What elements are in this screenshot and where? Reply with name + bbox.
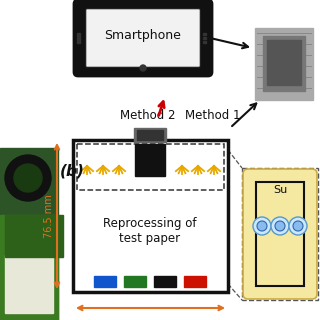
Bar (0, 215, 58, 320)
Bar (255, 28, 313, 100)
Bar (256, 182, 304, 286)
Bar (73, 140, 228, 292)
Bar (124, 276, 146, 287)
Bar (242, 168, 318, 300)
Circle shape (14, 164, 42, 192)
Text: Su: Su (273, 185, 287, 195)
Bar (77, 144, 224, 190)
FancyBboxPatch shape (86, 9, 200, 67)
Circle shape (271, 217, 289, 235)
Bar (77, 33, 80, 43)
Circle shape (289, 217, 307, 235)
Bar (154, 276, 176, 287)
Bar (263, 36, 305, 91)
Circle shape (140, 65, 146, 71)
Bar (203, 41, 206, 43)
Bar (134, 128, 166, 142)
Text: Method 1: Method 1 (185, 109, 241, 122)
Bar (94, 276, 116, 287)
Circle shape (5, 155, 51, 201)
Bar (267, 40, 301, 85)
Text: Reprocessing of
test paper: Reprocessing of test paper (103, 217, 197, 245)
Text: (b): (b) (60, 163, 85, 178)
Bar (137, 130, 163, 140)
Circle shape (293, 221, 303, 231)
Bar (203, 33, 206, 35)
Text: 76.5 mm: 76.5 mm (44, 194, 54, 238)
Bar (5, 255, 53, 313)
Bar (184, 276, 206, 287)
Circle shape (253, 217, 271, 235)
Circle shape (275, 221, 285, 231)
Bar (0, 148, 58, 320)
Circle shape (257, 221, 267, 231)
Text: Smartphone: Smartphone (105, 28, 181, 42)
FancyBboxPatch shape (243, 169, 317, 299)
Bar (135, 144, 165, 176)
Bar (5, 215, 63, 257)
Text: Method 2: Method 2 (120, 109, 176, 122)
Bar (203, 37, 206, 39)
FancyBboxPatch shape (74, 0, 212, 76)
